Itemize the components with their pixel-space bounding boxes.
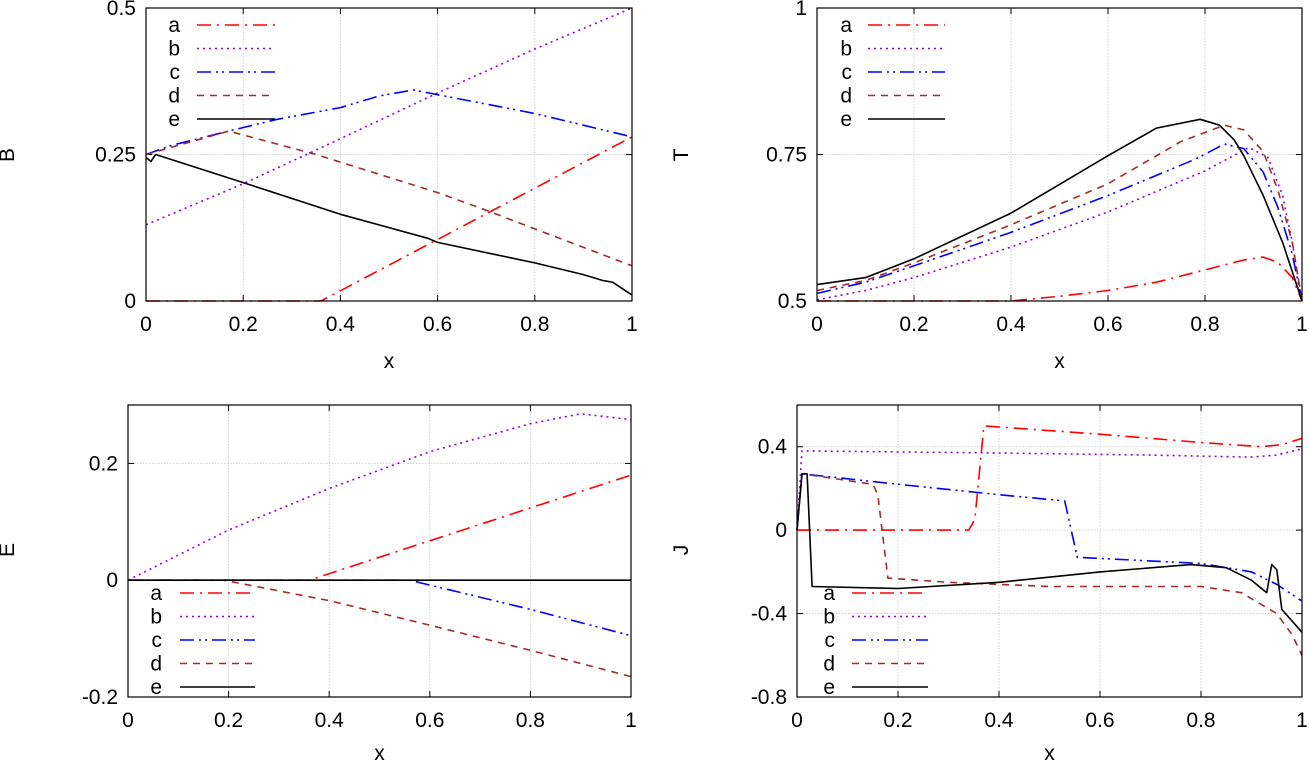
series-line-e xyxy=(796,473,1303,633)
x-tick-label: 1 xyxy=(625,709,637,732)
y-tick-label: 0 xyxy=(106,569,118,592)
series-line-a xyxy=(128,474,632,581)
series-line-b xyxy=(127,413,632,581)
y-axis-label: E xyxy=(0,543,19,557)
legend-label-e: e xyxy=(150,676,162,699)
x-tick-label: 0.4 xyxy=(315,709,345,732)
y-tick-label: -0.2 xyxy=(82,686,118,709)
legend-label-b: b xyxy=(168,38,180,61)
legend-label-b: b xyxy=(840,38,852,61)
x-tick-label: 0 xyxy=(811,313,823,336)
series-line-c xyxy=(128,579,632,637)
chart-panel-E: 00.20.40.60.81-0.200.2abcdexE xyxy=(0,404,637,763)
series-line-b xyxy=(796,448,1303,531)
x-tick-label: 0 xyxy=(122,709,134,732)
legend-label-a: a xyxy=(840,14,852,37)
x-axis-label: x xyxy=(374,742,385,763)
x-tick-label: 0.8 xyxy=(1190,313,1219,336)
y-axis-label: J xyxy=(670,545,693,556)
series-line-c xyxy=(796,473,1303,602)
x-tick-label: 0.8 xyxy=(520,313,549,336)
y-tick-label: 0 xyxy=(124,290,136,313)
series-line-a xyxy=(817,256,1303,302)
x-tick-label: 0.2 xyxy=(229,313,258,336)
legend-label-a: a xyxy=(823,582,835,605)
legend-label-e: e xyxy=(168,108,180,131)
x-tick-label: 0.4 xyxy=(984,709,1014,732)
series-line-d xyxy=(145,130,633,267)
plot-frame xyxy=(816,7,1303,302)
series-line-a xyxy=(146,136,633,302)
series-line-b xyxy=(145,7,633,226)
y-tick-label: 0.5 xyxy=(107,0,136,20)
y-tick-label: 0.75 xyxy=(766,144,807,167)
y-tick-label: -0.8 xyxy=(751,686,787,709)
y-tick-label: 0.2 xyxy=(89,452,118,475)
series-line-c xyxy=(145,89,633,156)
x-tick-label: 0 xyxy=(140,313,152,336)
x-tick-label: 0.4 xyxy=(996,313,1026,336)
x-tick-label: 0.6 xyxy=(423,313,452,336)
series-line-c xyxy=(816,143,1303,302)
plot-frame xyxy=(145,7,633,302)
y-axis-label: T xyxy=(670,148,693,161)
x-tick-label: 0.2 xyxy=(883,709,912,732)
x-tick-label: 1 xyxy=(1296,709,1308,732)
legend-label-a: a xyxy=(150,582,162,605)
x-axis-label: x xyxy=(1054,350,1065,373)
x-tick-label: 0.6 xyxy=(1085,709,1114,732)
legend-label-d: d xyxy=(168,85,180,108)
legend-label-c: c xyxy=(170,61,181,84)
legend-label-b: b xyxy=(150,606,162,629)
series-line-a xyxy=(797,425,1303,531)
legend-label-c: c xyxy=(152,629,163,652)
legend-label-e: e xyxy=(840,108,852,131)
y-axis-label: B xyxy=(0,148,19,162)
x-tick-label: 0 xyxy=(791,709,803,732)
legend-label-d: d xyxy=(840,85,852,108)
x-tick-label: 1 xyxy=(626,313,638,336)
plot-frame xyxy=(127,404,632,698)
legend-label-b: b xyxy=(823,606,835,629)
x-tick-label: 0.4 xyxy=(326,313,356,336)
x-tick-label: 0.6 xyxy=(1093,313,1122,336)
series-line-d xyxy=(128,579,632,678)
y-tick-label: 1 xyxy=(795,0,807,20)
y-tick-label: 0.25 xyxy=(95,144,136,167)
legend-label-c: c xyxy=(842,61,853,84)
x-tick-label: 0.6 xyxy=(415,709,444,732)
x-axis-label: x xyxy=(384,350,395,373)
legend-label-a: a xyxy=(168,14,180,37)
y-tick-label: 0.4 xyxy=(758,436,788,459)
series-line-d xyxy=(796,473,1303,656)
x-axis-label: x xyxy=(1044,742,1055,763)
y-tick-label: -0.4 xyxy=(751,603,788,626)
series-line-e xyxy=(145,153,633,296)
x-tick-label: 0.8 xyxy=(1186,709,1215,732)
y-tick-label: 0.5 xyxy=(778,290,807,313)
x-tick-label: 0.2 xyxy=(899,313,928,336)
y-tick-label: 0 xyxy=(775,519,787,542)
series-line-e xyxy=(816,118,1303,302)
legend-label-c: c xyxy=(825,629,836,652)
x-tick-label: 0.2 xyxy=(214,709,243,732)
x-tick-label: 0.8 xyxy=(516,709,545,732)
legend-label-d: d xyxy=(823,653,835,676)
series-line-d xyxy=(816,124,1303,302)
series-line-b xyxy=(816,146,1303,302)
plot-frame xyxy=(796,404,1303,698)
legend-label-d: d xyxy=(150,653,162,676)
x-tick-label: 1 xyxy=(1296,313,1308,336)
legend-label-e: e xyxy=(823,676,835,699)
